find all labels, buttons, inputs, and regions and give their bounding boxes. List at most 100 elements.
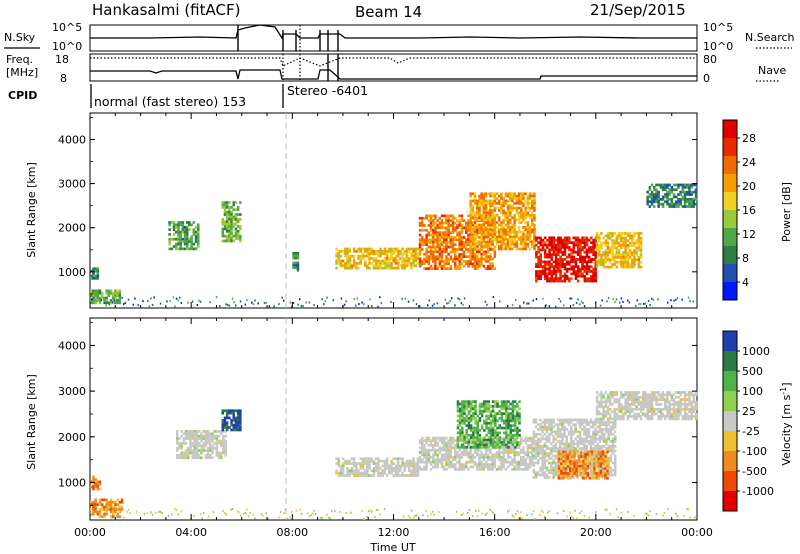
velocity-cell [476, 465, 479, 469]
velocity-cell [509, 460, 512, 464]
velocity-cell [462, 451, 466, 454]
velocity-cell [574, 423, 577, 426]
power-cell [585, 241, 589, 244]
power-cell [637, 234, 641, 238]
velocity-cell [598, 444, 602, 448]
power-cell [548, 277, 551, 280]
power-cell [179, 223, 182, 227]
power-cell [631, 234, 634, 238]
velocity-cell [447, 458, 450, 462]
power-cell [232, 218, 235, 221]
power-cell [230, 239, 233, 243]
power-cell [434, 255, 437, 258]
power-cell [528, 209, 532, 212]
power-cell [181, 240, 185, 243]
velocity-cell [193, 446, 197, 450]
velocity-cell [184, 434, 188, 438]
power-cell [385, 254, 389, 258]
power-cell [462, 245, 466, 249]
velocity-cell [524, 458, 527, 462]
velocity-cell [189, 442, 192, 445]
velocity-cell [557, 450, 561, 454]
velocity-cell [236, 428, 240, 432]
freq-label-1: Freq. [6, 53, 33, 66]
power-cell [223, 206, 227, 209]
power-cell [436, 233, 439, 237]
power-ground-cell [532, 299, 535, 302]
power-cell [223, 222, 227, 226]
power-cell [561, 262, 564, 266]
power-cell [172, 221, 176, 224]
power-cell [92, 301, 95, 305]
velocity-cell [363, 462, 367, 465]
power-cell [460, 252, 464, 256]
power-cell [168, 233, 171, 236]
power-cell [221, 218, 224, 221]
power-cell [168, 221, 171, 224]
velocity-cell [576, 430, 580, 434]
velocity-cell [583, 430, 586, 434]
power-cell [513, 202, 516, 205]
power-cell [611, 234, 614, 238]
power-cell [688, 200, 691, 204]
power-cell [594, 238, 597, 242]
velocity-cell [574, 447, 577, 450]
power-cell [432, 236, 435, 239]
power-cell [484, 221, 488, 224]
power-cell [531, 194, 534, 198]
power-cell [197, 225, 200, 229]
power-cell [668, 202, 671, 206]
power-ground-cell [252, 303, 255, 306]
velocity-cell [594, 428, 597, 431]
velocity-cell [532, 440, 536, 443]
velocity-cell [388, 467, 391, 470]
power-cell [502, 242, 505, 246]
velocity-cell [403, 467, 406, 470]
velocity-cell [550, 466, 553, 470]
velocity-cell [467, 426, 471, 430]
power-cell [606, 256, 610, 259]
power-cell [467, 236, 470, 239]
power-cell [469, 240, 472, 244]
power-cell [385, 252, 389, 256]
power-cell [500, 242, 503, 246]
velocity-cell [583, 428, 586, 431]
velocity-cell [496, 412, 499, 415]
power-cell [480, 192, 483, 196]
power-cell [465, 245, 468, 249]
velocity-cell [570, 420, 573, 424]
velocity-cell [568, 472, 572, 475]
velocity-cell [96, 510, 100, 514]
velocity-cell [594, 447, 597, 450]
velocity-cell [556, 425, 560, 429]
velocity-cell [532, 456, 536, 460]
power-cell [92, 289, 95, 293]
power-ground-cell [676, 297, 679, 300]
velocity-cell [495, 468, 499, 471]
power-cell [528, 233, 532, 236]
velocity-cell [469, 451, 472, 454]
velocity-cell [567, 432, 571, 436]
power-cell [487, 260, 490, 263]
velocity-cell [191, 442, 194, 445]
velocity-cell [449, 453, 453, 457]
power-cell [432, 233, 435, 237]
velocity-cell [98, 515, 102, 518]
velocity-cell [112, 500, 115, 504]
power-cell [489, 192, 492, 196]
velocity-cell [445, 460, 448, 464]
power-cell [445, 236, 448, 239]
power-cell [434, 238, 437, 242]
power-cell [484, 260, 488, 263]
power-cell [581, 258, 584, 261]
velocity-cell [539, 456, 542, 460]
power-cell [506, 218, 510, 222]
power-cell [467, 262, 470, 266]
velocity-cell [434, 444, 437, 447]
velocity-cell [394, 467, 398, 470]
power-cell [602, 258, 605, 262]
velocity-cell [532, 461, 536, 465]
power-cell [454, 260, 457, 263]
power-cell [183, 233, 187, 236]
